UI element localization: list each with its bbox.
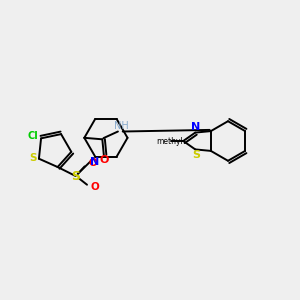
Text: S: S [71, 169, 80, 182]
Text: S: S [29, 153, 37, 163]
Text: N: N [91, 157, 100, 167]
Text: N: N [191, 122, 200, 132]
Text: O: O [99, 155, 109, 165]
Text: methyl: methyl [156, 136, 183, 146]
Text: O: O [91, 182, 100, 192]
Text: Cl: Cl [27, 131, 38, 141]
Text: S: S [192, 150, 200, 160]
Text: O: O [88, 158, 97, 168]
Text: NH: NH [113, 121, 128, 130]
